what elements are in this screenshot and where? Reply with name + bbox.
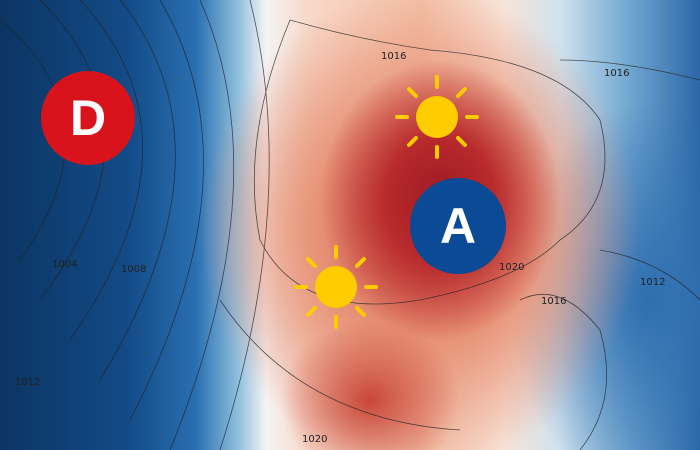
isobar-label: 1016 bbox=[604, 68, 630, 79]
isobar-label: 1004 bbox=[52, 259, 78, 270]
sun-icon bbox=[294, 245, 378, 329]
sun-icon bbox=[395, 75, 479, 159]
isobar-label: 1012 bbox=[15, 377, 41, 388]
isobar-label: 1012 bbox=[640, 277, 666, 288]
isobar-label: 1016 bbox=[541, 296, 567, 307]
isobar-label: 1016 bbox=[381, 51, 407, 62]
isobar-label: 1008 bbox=[121, 264, 147, 275]
high-pressure-marker: A bbox=[410, 178, 506, 274]
isobar-label: 1020 bbox=[302, 434, 328, 445]
low-pressure-marker: D bbox=[41, 71, 135, 165]
isobar-label: 1020 bbox=[499, 262, 525, 273]
